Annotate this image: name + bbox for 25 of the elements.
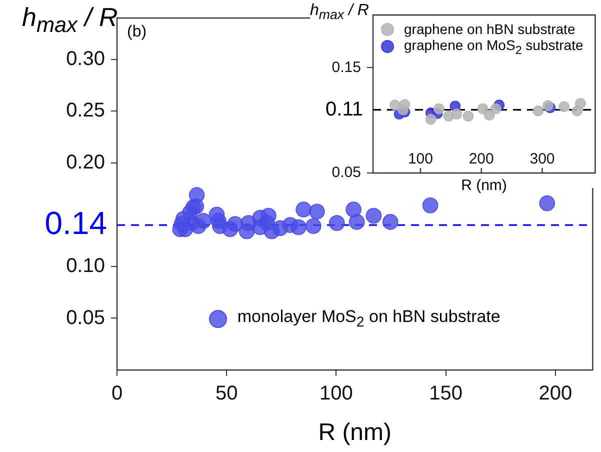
x-tick-label: 200 — [538, 382, 572, 405]
x-tick-label: 100 — [320, 382, 353, 405]
x-tick-label: 0 — [111, 382, 123, 405]
ref-line-label: 0.14 — [44, 204, 107, 241]
y-tick-label: 0.30 — [66, 48, 105, 70]
y-tick-label: 0.05 — [332, 164, 361, 182]
x-tick-label: 200 — [468, 150, 494, 168]
y-tick-label: 0.05 — [66, 306, 105, 329]
y-tick-label: 0.10 — [66, 254, 105, 277]
legend-label: monolayer MoS$_{2}$ on hBN substrate — [237, 307, 500, 330]
y-tick-label: 0.20 — [66, 151, 105, 174]
y-tick-label: 0.25 — [66, 100, 105, 122]
x-tick-label: 100 — [408, 150, 433, 168]
x-axis-title: R (nm) — [461, 177, 507, 194]
x-tick-label: 150 — [429, 382, 463, 405]
x-tick-label: 300 — [530, 150, 555, 168]
x-axis-title: R (nm) — [318, 419, 392, 446]
y-axis-title: h$_{max}$ / R — [310, 2, 369, 22]
ref-line-label: 0.11 — [326, 98, 363, 120]
y-tick-label: 0.15 — [332, 58, 361, 76]
legend-label: graphene on hBN substrate — [404, 21, 576, 37]
x-tick-label: 50 — [215, 382, 238, 405]
legend-label: graphene on MoS$_{2}$ substrate — [404, 37, 584, 57]
annotation: (b) — [127, 23, 147, 40]
y-axis-title: h$_{max}$ / R — [22, 2, 118, 38]
